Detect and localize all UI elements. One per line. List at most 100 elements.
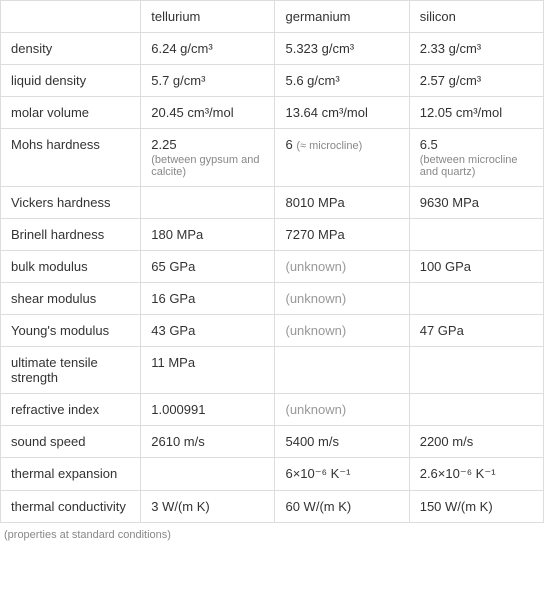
header-col1: tellurium bbox=[141, 1, 275, 33]
value-cell: 2.57 g/cm³ bbox=[409, 65, 543, 97]
header-col3: silicon bbox=[409, 1, 543, 33]
value-cell bbox=[409, 283, 543, 315]
header-col2: germanium bbox=[275, 1, 409, 33]
value-text: 2.25 bbox=[151, 137, 176, 152]
value-cell bbox=[275, 347, 409, 394]
value-cell: 13.64 cm³/mol bbox=[275, 97, 409, 129]
value-note: (between gypsum and calcite) bbox=[151, 154, 264, 178]
value-text: 2.6×10⁻⁶ K⁻¹ bbox=[420, 466, 496, 481]
value-cell: 20.45 cm³/mol bbox=[141, 97, 275, 129]
value-text: 65 GPa bbox=[151, 259, 195, 274]
value-text: 8010 MPa bbox=[285, 195, 344, 210]
value-cell: 5.7 g/cm³ bbox=[141, 65, 275, 97]
footer-note: (properties at standard conditions) bbox=[0, 523, 544, 547]
value-text: 6.24 g/cm³ bbox=[151, 41, 212, 56]
table-row: thermal expansion 6×10⁻⁶ K⁻¹ 2.6×10⁻⁶ K⁻¹ bbox=[1, 458, 544, 491]
unknown-value: (unknown) bbox=[285, 402, 346, 417]
value-cell: 180 MPa bbox=[141, 219, 275, 251]
value-cell bbox=[409, 394, 543, 426]
property-cell: molar volume bbox=[1, 97, 141, 129]
value-cell: 47 GPa bbox=[409, 315, 543, 347]
value-cell: 150 W/(m K) bbox=[409, 491, 543, 523]
table-row: Young's modulus43 GPa(unknown)47 GPa bbox=[1, 315, 544, 347]
value-text: 7270 MPa bbox=[285, 227, 344, 242]
table-row: density 6.24 g/cm³ 5.323 g/cm³ 2.33 g/cm³ bbox=[1, 33, 544, 65]
property-cell: sound speed bbox=[1, 426, 141, 458]
value-text: 6×10⁻⁶ K⁻¹ bbox=[285, 466, 350, 481]
value-text: 20.45 cm³/mol bbox=[151, 105, 233, 120]
value-cell: 3 W/(m K) bbox=[141, 491, 275, 523]
value-text: 5400 m/s bbox=[285, 434, 338, 449]
value-text: 1.000991 bbox=[151, 402, 205, 417]
property-cell: refractive index bbox=[1, 394, 141, 426]
value-text: 2200 m/s bbox=[420, 434, 473, 449]
value-text: 5.323 g/cm³ bbox=[285, 41, 354, 56]
value-cell bbox=[141, 458, 275, 491]
property-cell: density bbox=[1, 33, 141, 65]
header-row: tellurium germanium silicon bbox=[1, 1, 544, 33]
value-cell: 1.000991 bbox=[141, 394, 275, 426]
value-cell: 6.5(between microcline and quartz) bbox=[409, 129, 543, 187]
table-row: shear modulus16 GPa (unknown) bbox=[1, 283, 544, 315]
value-cell: 6.24 g/cm³ bbox=[141, 33, 275, 65]
value-text: 2.57 g/cm³ bbox=[420, 73, 481, 88]
value-note-inline: (≈ microcline) bbox=[296, 140, 362, 152]
value-cell: 16 GPa bbox=[141, 283, 275, 315]
property-cell: liquid density bbox=[1, 65, 141, 97]
unknown-value: (unknown) bbox=[285, 259, 346, 274]
property-cell: Vickers hardness bbox=[1, 187, 141, 219]
value-cell: 60 W/(m K) bbox=[275, 491, 409, 523]
property-cell: ultimate tensile strength bbox=[1, 347, 141, 394]
value-text: 100 GPa bbox=[420, 259, 471, 274]
value-cell bbox=[409, 347, 543, 394]
value-cell: 5.6 g/cm³ bbox=[275, 65, 409, 97]
table-row: molar volume 20.45 cm³/mol 13.64 cm³/mol 12… bbox=[1, 97, 544, 129]
value-cell: (unknown) bbox=[275, 394, 409, 426]
property-cell: Young's modulus bbox=[1, 315, 141, 347]
value-cell: 2.6×10⁻⁶ K⁻¹ bbox=[409, 458, 543, 491]
value-text: 180 MPa bbox=[151, 227, 203, 242]
table-row: sound speed2610 m/s 5400 m/s 2200 m/s bbox=[1, 426, 544, 458]
value-cell: 8010 MPa bbox=[275, 187, 409, 219]
table-row: Mohs hardness 2.25 (between gypsum and cal… bbox=[1, 129, 544, 187]
value-text: 13.64 cm³/mol bbox=[285, 105, 367, 120]
value-text: 5.6 g/cm³ bbox=[285, 73, 339, 88]
value-cell: 65 GPa bbox=[141, 251, 275, 283]
value-cell: (unknown) bbox=[275, 251, 409, 283]
unknown-value: (unknown) bbox=[285, 323, 346, 338]
value-cell: (unknown) bbox=[275, 315, 409, 347]
value-cell: 5.323 g/cm³ bbox=[275, 33, 409, 65]
value-cell: 2610 m/s bbox=[141, 426, 275, 458]
property-cell: Mohs hardness bbox=[1, 129, 141, 187]
header-property bbox=[1, 1, 141, 33]
unknown-value: (unknown) bbox=[285, 291, 346, 306]
value-cell bbox=[409, 219, 543, 251]
property-cell: shear modulus bbox=[1, 283, 141, 315]
table-row: bulk modulus 65 GPa (unknown) 100 GPa bbox=[1, 251, 544, 283]
value-text: 3 W/(m K) bbox=[151, 499, 210, 514]
value-text: 11 MPa bbox=[151, 355, 195, 370]
value-text: 5.7 g/cm³ bbox=[151, 73, 205, 88]
value-cell: 2.33 g/cm³ bbox=[409, 33, 543, 65]
table-row: ultimate tensile strength 11 MPa bbox=[1, 347, 544, 394]
value-text: 60 W/(m K) bbox=[285, 499, 351, 514]
value-cell: 2200 m/s bbox=[409, 426, 543, 458]
value-text: 12.05 cm³/mol bbox=[420, 105, 502, 120]
value-cell: (unknown) bbox=[275, 283, 409, 315]
value-note: (between microcline and quartz) bbox=[420, 154, 533, 178]
value-cell: 100 GPa bbox=[409, 251, 543, 283]
value-text: 47 GPa bbox=[420, 323, 464, 338]
value-text: 2.33 g/cm³ bbox=[420, 41, 481, 56]
value-cell: 12.05 cm³/mol bbox=[409, 97, 543, 129]
property-cell: thermal conductivity bbox=[1, 491, 141, 523]
value-cell bbox=[141, 187, 275, 219]
table-row: thermal conductivity 3 W/(m K) 60 W/(m K) 1… bbox=[1, 491, 544, 523]
value-text: 9630 MPa bbox=[420, 195, 479, 210]
table-row: Brinell hardness 180 MPa 7270 MPa bbox=[1, 219, 544, 251]
value-text: 6 bbox=[285, 137, 292, 152]
table-body: density 6.24 g/cm³ 5.323 g/cm³ 2.33 g/cm³ li… bbox=[1, 33, 544, 523]
property-cell: Brinell hardness bbox=[1, 219, 141, 251]
property-cell: thermal expansion bbox=[1, 458, 141, 491]
property-cell: bulk modulus bbox=[1, 251, 141, 283]
value-text: 150 W/(m K) bbox=[420, 499, 493, 514]
